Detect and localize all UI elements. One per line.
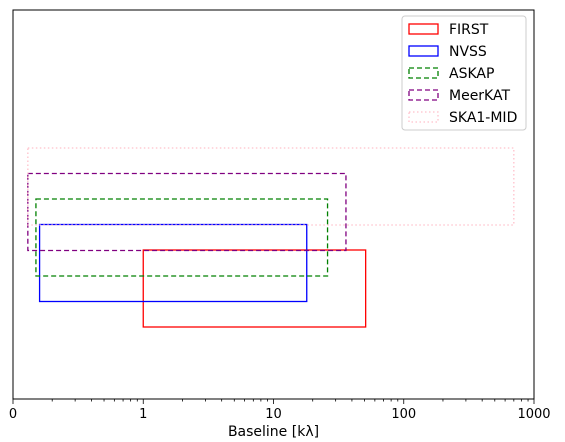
range-askap bbox=[35, 198, 329, 277]
x-tick-label: 100 bbox=[391, 407, 416, 422]
legend-swatch bbox=[408, 45, 439, 57]
x-tick-label: 10 bbox=[265, 407, 282, 422]
x-tick-label: 1000 bbox=[517, 407, 550, 422]
x-tick-label: 0 bbox=[9, 407, 17, 422]
range-nvss bbox=[38, 223, 308, 303]
legend-swatch bbox=[408, 67, 439, 79]
legend-label: MeerKAT bbox=[449, 88, 510, 104]
legend-label: ASKAP bbox=[449, 66, 494, 82]
range-first bbox=[142, 249, 367, 328]
legend-label: NVSS bbox=[449, 44, 487, 60]
legend-swatch bbox=[408, 111, 439, 123]
legend-label: SKA1-MID bbox=[449, 110, 517, 126]
legend-swatch bbox=[408, 89, 439, 101]
baseline-ranges bbox=[27, 147, 515, 328]
legend-swatch bbox=[408, 23, 439, 35]
range-ska1-mid bbox=[27, 147, 515, 226]
legend: FIRST NVSS ASKAP MeerKAT SKA1-MID bbox=[401, 15, 527, 131]
legend-label: FIRST bbox=[449, 22, 489, 38]
range-meerkat bbox=[27, 172, 347, 252]
x-tick-label: 1 bbox=[139, 407, 147, 422]
x-axis-label: Baseline [kλ] bbox=[228, 424, 319, 440]
legend-box bbox=[401, 15, 527, 131]
x-axis-ticks: 0 1 10 100 1000 bbox=[9, 399, 551, 422]
